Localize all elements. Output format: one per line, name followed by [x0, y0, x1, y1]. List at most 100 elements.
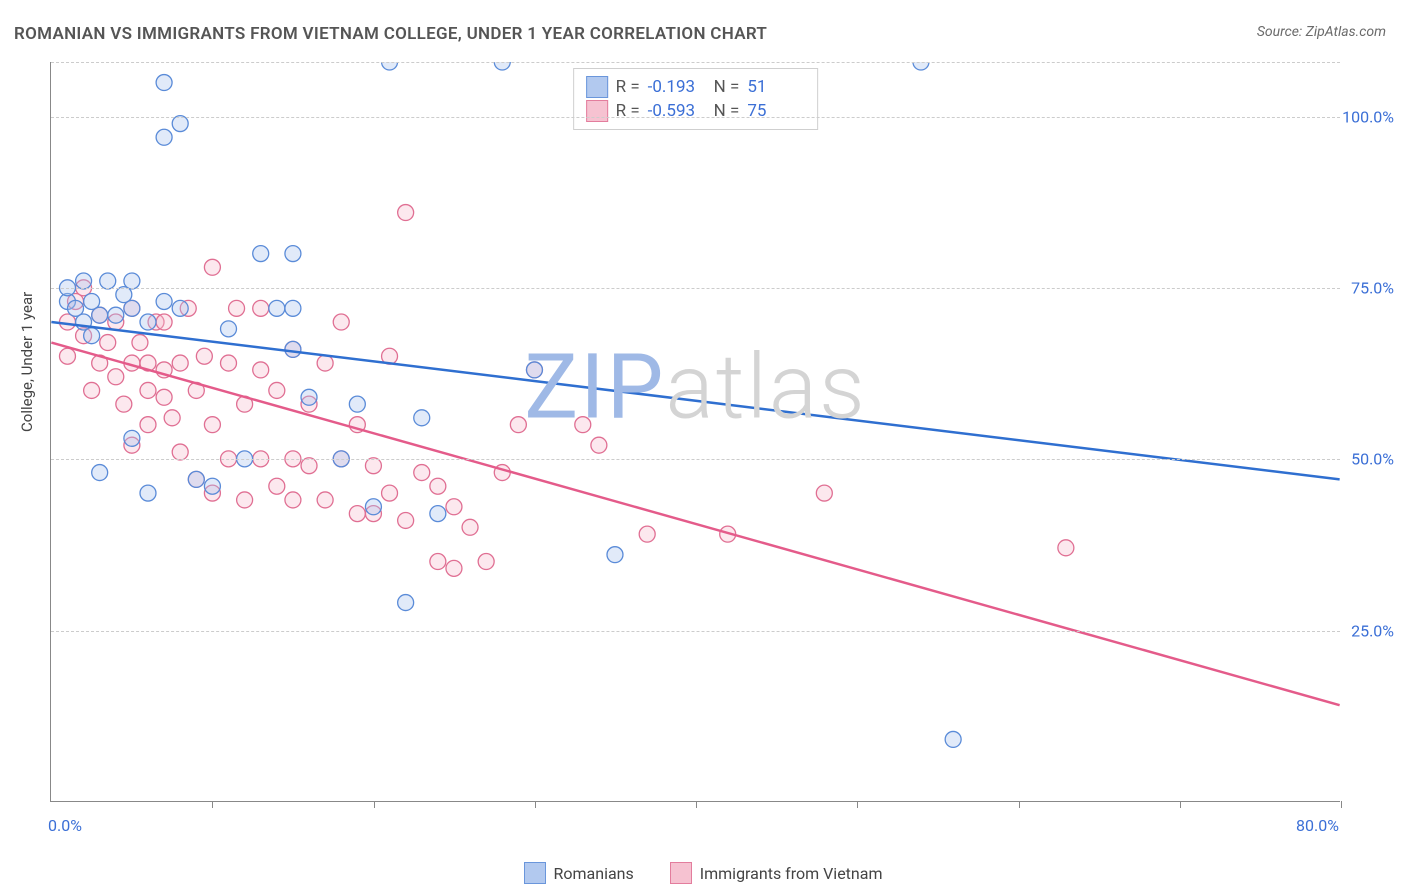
data-point [269, 382, 285, 398]
data-point [204, 485, 220, 501]
data-point [398, 595, 414, 611]
data-point [301, 389, 317, 405]
data-point [140, 485, 156, 501]
grid-line [51, 288, 1340, 289]
data-point [84, 294, 100, 310]
data-point [414, 410, 430, 426]
data-point [237, 396, 253, 412]
data-point [172, 355, 188, 371]
data-point [285, 300, 301, 316]
data-point [180, 300, 196, 316]
data-point [945, 731, 961, 747]
data-point [204, 478, 220, 494]
legend-swatch [670, 862, 692, 884]
data-point [204, 417, 220, 433]
data-point [285, 246, 301, 262]
data-point [221, 355, 237, 371]
data-point [526, 362, 542, 378]
n-label: N = [714, 99, 740, 123]
data-point [575, 417, 591, 433]
data-point [124, 437, 140, 453]
y-tick-label: 75.0% [1351, 279, 1394, 298]
data-point [365, 506, 381, 522]
data-point [148, 314, 164, 330]
data-point [59, 294, 75, 310]
legend-swatch [524, 862, 546, 884]
data-point [398, 512, 414, 528]
data-point [229, 300, 245, 316]
series-legend-item: Romanians [524, 862, 634, 884]
data-point [285, 492, 301, 508]
data-point [430, 506, 446, 522]
data-point [164, 410, 180, 426]
chart-frame: ROMANIAN VS IMMIGRANTS FROM VIETNAM COLL… [0, 0, 1406, 892]
x-tick [1341, 801, 1342, 808]
data-point [92, 307, 108, 323]
r-label: R = [616, 99, 640, 123]
data-point [478, 554, 494, 570]
data-point [204, 259, 220, 275]
data-point [253, 246, 269, 262]
data-point [430, 554, 446, 570]
data-point [140, 355, 156, 371]
legend-swatch [586, 100, 608, 122]
plot-area: ZIPatlas R = -0.193 N = 51 R = -0.593 N … [50, 62, 1340, 802]
trend-line [51, 322, 1339, 479]
data-point [221, 321, 237, 337]
data-point [237, 492, 253, 508]
data-point [285, 341, 301, 357]
data-point [92, 307, 108, 323]
data-point [108, 307, 124, 323]
data-point [188, 471, 204, 487]
data-point [140, 382, 156, 398]
data-point [607, 547, 623, 563]
data-point [317, 355, 333, 371]
source-attribution: Source: ZipAtlas.com [1257, 24, 1386, 40]
grid-line [51, 117, 1340, 118]
data-point [269, 478, 285, 494]
data-point [349, 417, 365, 433]
y-tick-label: 50.0% [1351, 450, 1394, 469]
chart-title: ROMANIAN VS IMMIGRANTS FROM VIETNAM COLL… [14, 24, 767, 44]
watermark: ZIPatlas [524, 335, 866, 440]
data-point [108, 314, 124, 330]
data-point [132, 335, 148, 351]
data-point [156, 314, 172, 330]
data-point [1058, 540, 1074, 556]
data-point [816, 485, 832, 501]
data-point [92, 465, 108, 481]
data-point [196, 348, 212, 364]
data-point [76, 328, 92, 344]
data-point [68, 300, 84, 316]
data-point [156, 389, 172, 405]
series-legend-label: Romanians [554, 864, 634, 883]
data-point [269, 300, 285, 316]
r-label: R = [616, 75, 640, 99]
data-point [414, 465, 430, 481]
data-point [446, 499, 462, 515]
data-point [253, 362, 269, 378]
y-tick-label: 25.0% [1351, 621, 1394, 640]
data-point [720, 526, 736, 542]
data-point [84, 382, 100, 398]
data-point [333, 314, 349, 330]
data-point [591, 437, 607, 453]
x-tick [857, 801, 858, 808]
x-tick [535, 801, 536, 808]
x-tick-label: 0.0% [48, 816, 82, 835]
legend-swatch [586, 76, 608, 98]
data-point [92, 355, 108, 371]
data-point [59, 348, 75, 364]
data-point [398, 205, 414, 221]
data-point [639, 526, 655, 542]
data-point [84, 328, 100, 344]
n-label: N = [714, 75, 740, 99]
data-point [349, 396, 365, 412]
correlation-legend: R = -0.193 N = 51 R = -0.593 N = 75 [573, 68, 819, 130]
data-point [100, 273, 116, 289]
data-point [526, 362, 542, 378]
watermark-atlas: atlas [665, 335, 866, 440]
data-point [116, 396, 132, 412]
data-point [462, 519, 478, 535]
y-axis-label: College, Under 1 year [18, 292, 36, 432]
